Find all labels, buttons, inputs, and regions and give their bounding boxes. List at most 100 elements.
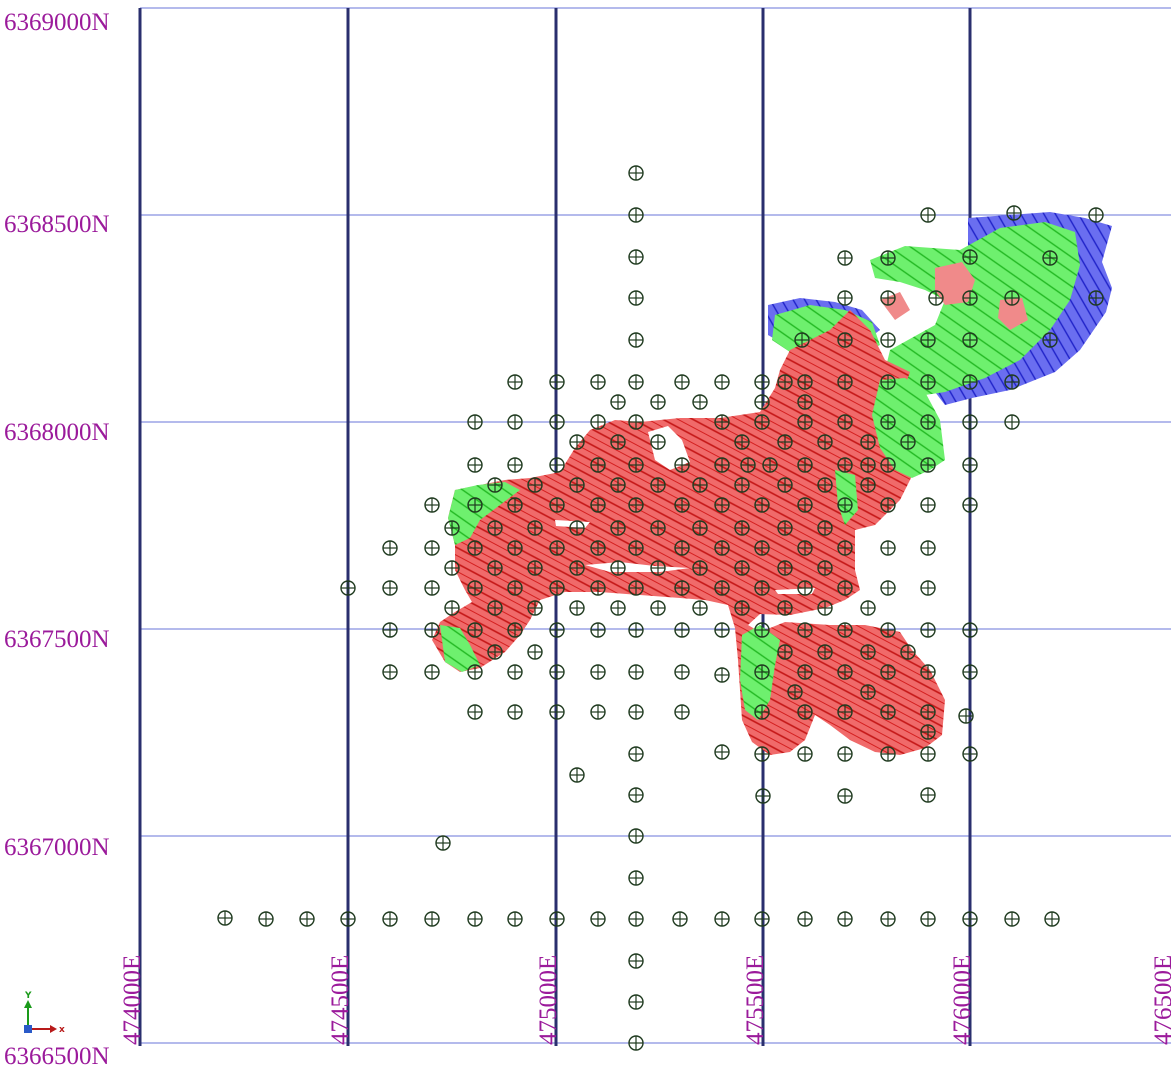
drillhole-collar-icon[interactable] [777, 600, 793, 616]
drillhole-collar-icon[interactable] [467, 704, 483, 720]
drillhole-collar-icon[interactable] [569, 767, 585, 783]
drillhole-collar-icon[interactable] [837, 664, 853, 680]
drillhole-collar-icon[interactable] [467, 414, 483, 430]
drillhole-collar-icon[interactable] [628, 994, 644, 1010]
drillhole-collar-icon[interactable] [610, 520, 626, 536]
drillhole-collar-icon[interactable] [880, 332, 896, 348]
drillhole-collar-icon[interactable] [928, 290, 944, 306]
drillhole-collar-icon[interactable] [628, 414, 644, 430]
drillhole-collar-icon[interactable] [880, 911, 896, 927]
drillhole-collar-icon[interactable] [610, 394, 626, 410]
drillhole-collar-icon[interactable] [860, 644, 876, 660]
drillhole-collar-icon[interactable] [920, 664, 936, 680]
drillhole-collar-icon[interactable] [507, 414, 523, 430]
drillhole-collar-icon[interactable] [714, 414, 730, 430]
drillhole-collar-icon[interactable] [382, 580, 398, 596]
drillhole-collar-icon[interactable] [962, 746, 978, 762]
drillhole-collar-icon[interactable] [860, 684, 876, 700]
drillhole-collar-icon[interactable] [880, 457, 896, 473]
drillhole-collar-icon[interactable] [628, 704, 644, 720]
drillhole-collar-icon[interactable] [527, 600, 543, 616]
drillhole-collar-icon[interactable] [549, 540, 565, 556]
drillhole-collar-icon[interactable] [1004, 414, 1020, 430]
drillhole-collar-icon[interactable] [487, 477, 503, 493]
drillhole-collar-icon[interactable] [569, 477, 585, 493]
drillhole-collar-icon[interactable] [590, 497, 606, 513]
drillhole-collar-icon[interactable] [714, 911, 730, 927]
drillhole-collar-icon[interactable] [610, 434, 626, 450]
drillhole-collar-icon[interactable] [817, 560, 833, 576]
drillhole-collar-icon[interactable] [507, 540, 523, 556]
drillhole-collar-icon[interactable] [797, 580, 813, 596]
drillhole-collar-icon[interactable] [507, 497, 523, 513]
drillhole-collar-icon[interactable] [628, 746, 644, 762]
drillhole-collar-icon[interactable] [487, 600, 503, 616]
drillhole-collar-icon[interactable] [714, 540, 730, 556]
drillhole-collar-icon[interactable] [880, 290, 896, 306]
drillhole-collar-icon[interactable] [714, 497, 730, 513]
drillhole-collar-icon[interactable] [837, 911, 853, 927]
drillhole-collar-icon[interactable] [424, 622, 440, 638]
drillhole-collar-icon[interactable] [714, 744, 730, 760]
drillhole-collar-icon[interactable] [569, 560, 585, 576]
drillhole-collar-icon[interactable] [628, 249, 644, 265]
drillhole-collar-icon[interactable] [777, 477, 793, 493]
drillhole-collar-icon[interactable] [797, 911, 813, 927]
drillhole-collar-icon[interactable] [569, 600, 585, 616]
drillhole-collar-icon[interactable] [1006, 205, 1022, 221]
drillhole-collar-icon[interactable] [610, 560, 626, 576]
drillhole-collar-icon[interactable] [340, 911, 356, 927]
drillhole-collar-icon[interactable] [754, 497, 770, 513]
drillhole-collar-icon[interactable] [958, 708, 974, 724]
drillhole-collar-icon[interactable] [628, 622, 644, 638]
drillhole-collar-icon[interactable] [590, 911, 606, 927]
drillhole-collar-icon[interactable] [569, 520, 585, 536]
drillhole-collar-icon[interactable] [340, 580, 356, 596]
drillhole-collar-icon[interactable] [507, 374, 523, 390]
drillhole-collar-icon[interactable] [628, 870, 644, 886]
drillhole-collar-icon[interactable] [549, 911, 565, 927]
drillhole-collar-icon[interactable] [837, 250, 853, 266]
drillhole-collar-icon[interactable] [692, 394, 708, 410]
drillhole-collar-icon[interactable] [674, 497, 690, 513]
drillhole-collar-icon[interactable] [880, 540, 896, 556]
drillhole-collar-icon[interactable] [837, 580, 853, 596]
drillhole-collar-icon[interactable] [797, 457, 813, 473]
drillhole-collar-icon[interactable] [674, 622, 690, 638]
drillhole-collar-icon[interactable] [674, 540, 690, 556]
drillhole-collar-icon[interactable] [424, 540, 440, 556]
drillhole-collar-icon[interactable] [754, 911, 770, 927]
drillhole-collar-icon[interactable] [424, 911, 440, 927]
drillhole-collar-icon[interactable] [590, 580, 606, 596]
drillhole-collar-icon[interactable] [467, 580, 483, 596]
drillhole-collar-icon[interactable] [797, 622, 813, 638]
drillhole-collar-icon[interactable] [962, 332, 978, 348]
drillhole-collar-icon[interactable] [507, 580, 523, 596]
drillhole-collar-icon[interactable] [1042, 332, 1058, 348]
drillhole-collar-icon[interactable] [797, 540, 813, 556]
drillhole-collar-icon[interactable] [837, 622, 853, 638]
drillhole-collar-icon[interactable] [777, 560, 793, 576]
drillhole-collar-icon[interactable] [880, 497, 896, 513]
drillhole-collar-icon[interactable] [1004, 290, 1020, 306]
drillhole-collar-icon[interactable] [382, 622, 398, 638]
drillhole-collar-icon[interactable] [787, 684, 803, 700]
drillhole-collar-icon[interactable] [217, 910, 233, 926]
drillhole-collar-icon[interactable] [610, 477, 626, 493]
drillhole-collar-icon[interactable] [880, 250, 896, 266]
drillhole-collar-icon[interactable] [527, 477, 543, 493]
drillhole-collar-icon[interactable] [920, 622, 936, 638]
drillhole-collar-icon[interactable] [1004, 374, 1020, 390]
drillhole-collar-icon[interactable] [628, 332, 644, 348]
drillhole-collar-icon[interactable] [920, 746, 936, 762]
drillhole-collar-icon[interactable] [860, 434, 876, 450]
drillhole-collar-icon[interactable] [755, 788, 771, 804]
drillhole-collar-icon[interactable] [740, 457, 756, 473]
drillhole-collar-icon[interactable] [754, 374, 770, 390]
drillhole-collar-icon[interactable] [444, 560, 460, 576]
drillhole-collar-icon[interactable] [837, 704, 853, 720]
drillhole-collar-icon[interactable] [507, 622, 523, 638]
drillhole-collar-icon[interactable] [920, 374, 936, 390]
drillhole-collar-icon[interactable] [900, 434, 916, 450]
